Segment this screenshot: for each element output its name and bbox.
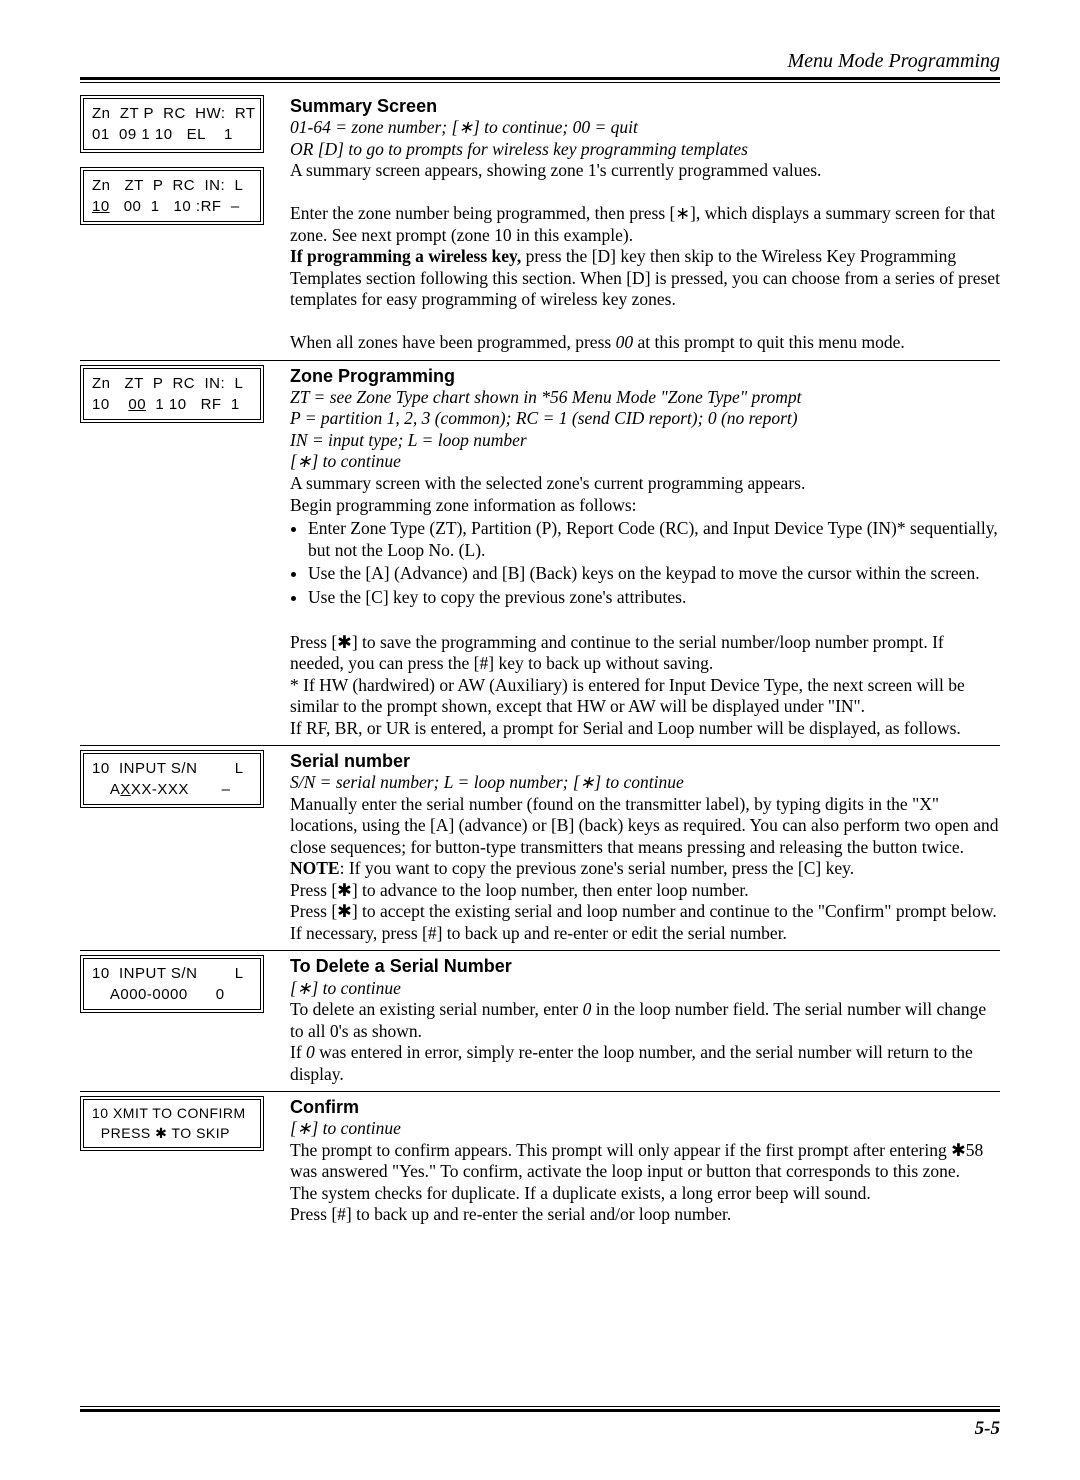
lcd-column: 10 XMIT TO CONFIRM PRESS ✱ TO SKIP: [80, 1096, 290, 1165]
section-title: Zone Programming: [290, 365, 1000, 387]
section-title: Summary Screen: [290, 95, 1000, 117]
lcd-column: 10 INPUT S/N L AXXX-XXX –: [80, 750, 290, 822]
section-title: To Delete a Serial Number: [290, 955, 1000, 977]
section-text: A summary screen with the selected zone'…: [290, 473, 1000, 739]
lcd-display: Zn ZT P RC HW: RT 01 09 1 10 EL 1: [80, 95, 264, 153]
section-body: Summary Screen 01-64 = zone number; [∗] …: [290, 95, 1000, 354]
page-header: Menu Mode Programming: [80, 50, 1000, 73]
lcd-column: Zn ZT P RC HW: RT 01 09 1 10 EL 1 Zn ZT …: [80, 95, 290, 239]
header-rule-thin: [80, 82, 1000, 83]
section-confirm: 10 XMIT TO CONFIRM PRESS ✱ TO SKIP Confi…: [80, 1096, 1000, 1226]
section-divider: [80, 950, 1000, 951]
footer-rule-thick: [80, 1409, 1000, 1412]
page: Menu Mode Programming Zn ZT P RC HW: RT …: [0, 0, 1080, 1480]
lcd-display: Zn ZT P RC IN: L 10 00 1 10 :RF –: [80, 167, 264, 225]
section-summary-screen: Zn ZT P RC HW: RT 01 09 1 10 EL 1 Zn ZT …: [80, 95, 1000, 354]
section-subtitle: ZT = see Zone Type chart shown in *56 Me…: [290, 387, 801, 472]
section-title: Serial number: [290, 750, 1000, 772]
lcd-display: Zn ZT P RC IN: L 10 00 1 10 RF 1: [80, 365, 264, 423]
lcd-column: Zn ZT P RC IN: L 10 00 1 10 RF 1: [80, 365, 290, 437]
section-body: Serial number S/N = serial number; L = l…: [290, 750, 1000, 944]
section-subtitle: [∗] to continue: [290, 978, 401, 998]
lcd-display: 10 INPUT S/N L AXXX-XXX –: [80, 750, 264, 808]
lcd-display: 10 INPUT S/N L A000-0000 0: [80, 955, 264, 1013]
section-body: Confirm [∗] to continue The prompt to co…: [290, 1096, 1000, 1226]
section-subtitle: 01-64 = zone number; [∗] to continue; 00…: [290, 117, 748, 159]
page-number: 5-5: [80, 1418, 1000, 1440]
section-body: To Delete a Serial Number [∗] to continu…: [290, 955, 1000, 1085]
footer-rule-thin: [80, 1406, 1000, 1407]
section-title: Confirm: [290, 1096, 1000, 1118]
section-zone-programming: Zn ZT P RC IN: L 10 00 1 10 RF 1 Zone Pr…: [80, 365, 1000, 739]
lcd-display: 10 XMIT TO CONFIRM PRESS ✱ TO SKIP: [80, 1096, 264, 1151]
section-divider: [80, 1091, 1000, 1092]
section-text: A summary screen appears, showing zone 1…: [290, 160, 1000, 354]
section-divider: [80, 745, 1000, 746]
section-text: The prompt to confirm appears. This prom…: [290, 1140, 1000, 1226]
section-delete-serial: 10 INPUT S/N L A000-0000 0 To Delete a S…: [80, 955, 1000, 1085]
section-divider: [80, 360, 1000, 361]
section-text: Manually enter the serial number (found …: [290, 794, 1000, 945]
section-subtitle: S/N = serial number; L = loop number; [∗…: [290, 772, 684, 792]
section-body: Zone Programming ZT = see Zone Type char…: [290, 365, 1000, 739]
section-serial-number: 10 INPUT S/N L AXXX-XXX – Serial number …: [80, 750, 1000, 944]
section-subtitle: [∗] to continue: [290, 1118, 401, 1138]
footer: 5-5: [80, 1406, 1000, 1440]
section-text: To delete an existing serial number, ent…: [290, 999, 1000, 1085]
lcd-column: 10 INPUT S/N L A000-0000 0: [80, 955, 290, 1027]
header-rule-thick: [80, 77, 1000, 80]
